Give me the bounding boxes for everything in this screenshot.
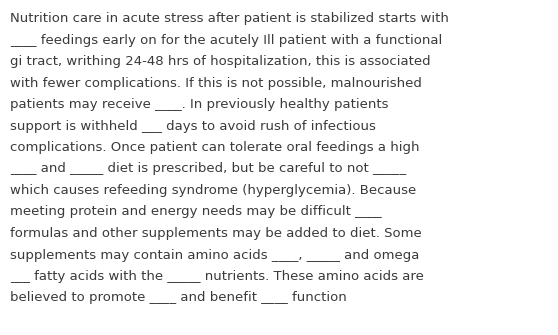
- Text: support is withheld ___ days to avoid rush of infectious: support is withheld ___ days to avoid ru…: [10, 120, 376, 133]
- Text: Nutrition care in acute stress after patient is stabilized starts with: Nutrition care in acute stress after pat…: [10, 12, 449, 25]
- Text: ____ and _____ diet is prescribed, but be careful to not _____: ____ and _____ diet is prescribed, but b…: [10, 162, 406, 176]
- Text: which causes refeeding syndrome (hyperglycemia). Because: which causes refeeding syndrome (hypergl…: [10, 184, 416, 197]
- Text: formulas and other supplements may be added to diet. Some: formulas and other supplements may be ad…: [10, 227, 422, 240]
- Text: patients may receive ____. In previously healthy patients: patients may receive ____. In previously…: [10, 98, 388, 111]
- Text: ___ fatty acids with the _____ nutrients. These amino acids are: ___ fatty acids with the _____ nutrients…: [10, 270, 424, 283]
- Text: complications. Once patient can tolerate oral feedings a high: complications. Once patient can tolerate…: [10, 141, 420, 154]
- Text: ____ feedings early on for the acutely Ill patient with a functional: ____ feedings early on for the acutely I…: [10, 34, 442, 47]
- Text: meeting protein and energy needs may be difficult ____: meeting protein and energy needs may be …: [10, 205, 382, 218]
- Text: gi tract, writhing 24-48 hrs of hospitalization, this is associated: gi tract, writhing 24-48 hrs of hospital…: [10, 55, 431, 68]
- Text: with fewer complications. If this is not possible, malnourished: with fewer complications. If this is not…: [10, 76, 422, 89]
- Text: supplements may contain amino acids ____, _____ and omega: supplements may contain amino acids ____…: [10, 249, 420, 262]
- Text: believed to promote ____ and benefit ____ function: believed to promote ____ and benefit ___…: [10, 291, 347, 305]
